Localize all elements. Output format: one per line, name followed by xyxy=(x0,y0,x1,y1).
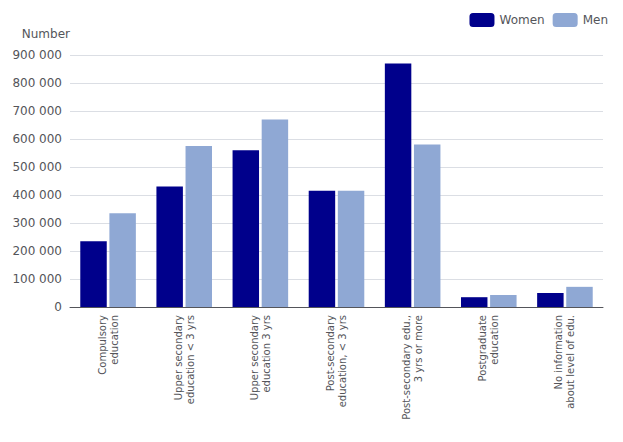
svg-text:Men: Men xyxy=(583,13,608,27)
svg-text:300 000: 300 000 xyxy=(12,216,62,230)
svg-text:700 000: 700 000 xyxy=(12,104,62,118)
svg-text:Upper secondary: Upper secondary xyxy=(249,315,260,400)
svg-text:education 3 yrs: education 3 yrs xyxy=(261,315,272,393)
svg-text:No information: No information xyxy=(553,315,564,390)
svg-text:3 yrs or more: 3 yrs or more xyxy=(413,315,424,382)
svg-text:600 000: 600 000 xyxy=(12,132,62,146)
svg-text:Postgraduate: Postgraduate xyxy=(477,315,488,381)
svg-text:800 000: 800 000 xyxy=(12,76,62,90)
svg-text:education: education xyxy=(109,315,120,365)
svg-text:Number: Number xyxy=(22,27,70,41)
svg-text:Upper secondary: Upper secondary xyxy=(173,315,184,400)
svg-text:100 000: 100 000 xyxy=(12,272,62,286)
svg-text:900 000: 900 000 xyxy=(12,48,62,62)
svg-text:Post-secondary edu.,: Post-secondary edu., xyxy=(401,315,412,420)
svg-text:Compulsory: Compulsory xyxy=(97,315,108,375)
svg-text:education: education xyxy=(489,315,500,365)
svg-text:500 000: 500 000 xyxy=(12,160,62,174)
svg-text:200 000: 200 000 xyxy=(12,244,62,258)
svg-text:about level of edu.: about level of edu. xyxy=(565,315,576,409)
svg-text:education < 3 yrs: education < 3 yrs xyxy=(185,315,196,404)
svg-text:Post-secondary: Post-secondary xyxy=(325,315,336,391)
svg-text:0: 0 xyxy=(54,300,62,314)
svg-text:400 000: 400 000 xyxy=(12,188,62,202)
svg-text:education, < 3 yrs: education, < 3 yrs xyxy=(337,315,348,407)
svg-text:Women: Women xyxy=(499,13,544,27)
